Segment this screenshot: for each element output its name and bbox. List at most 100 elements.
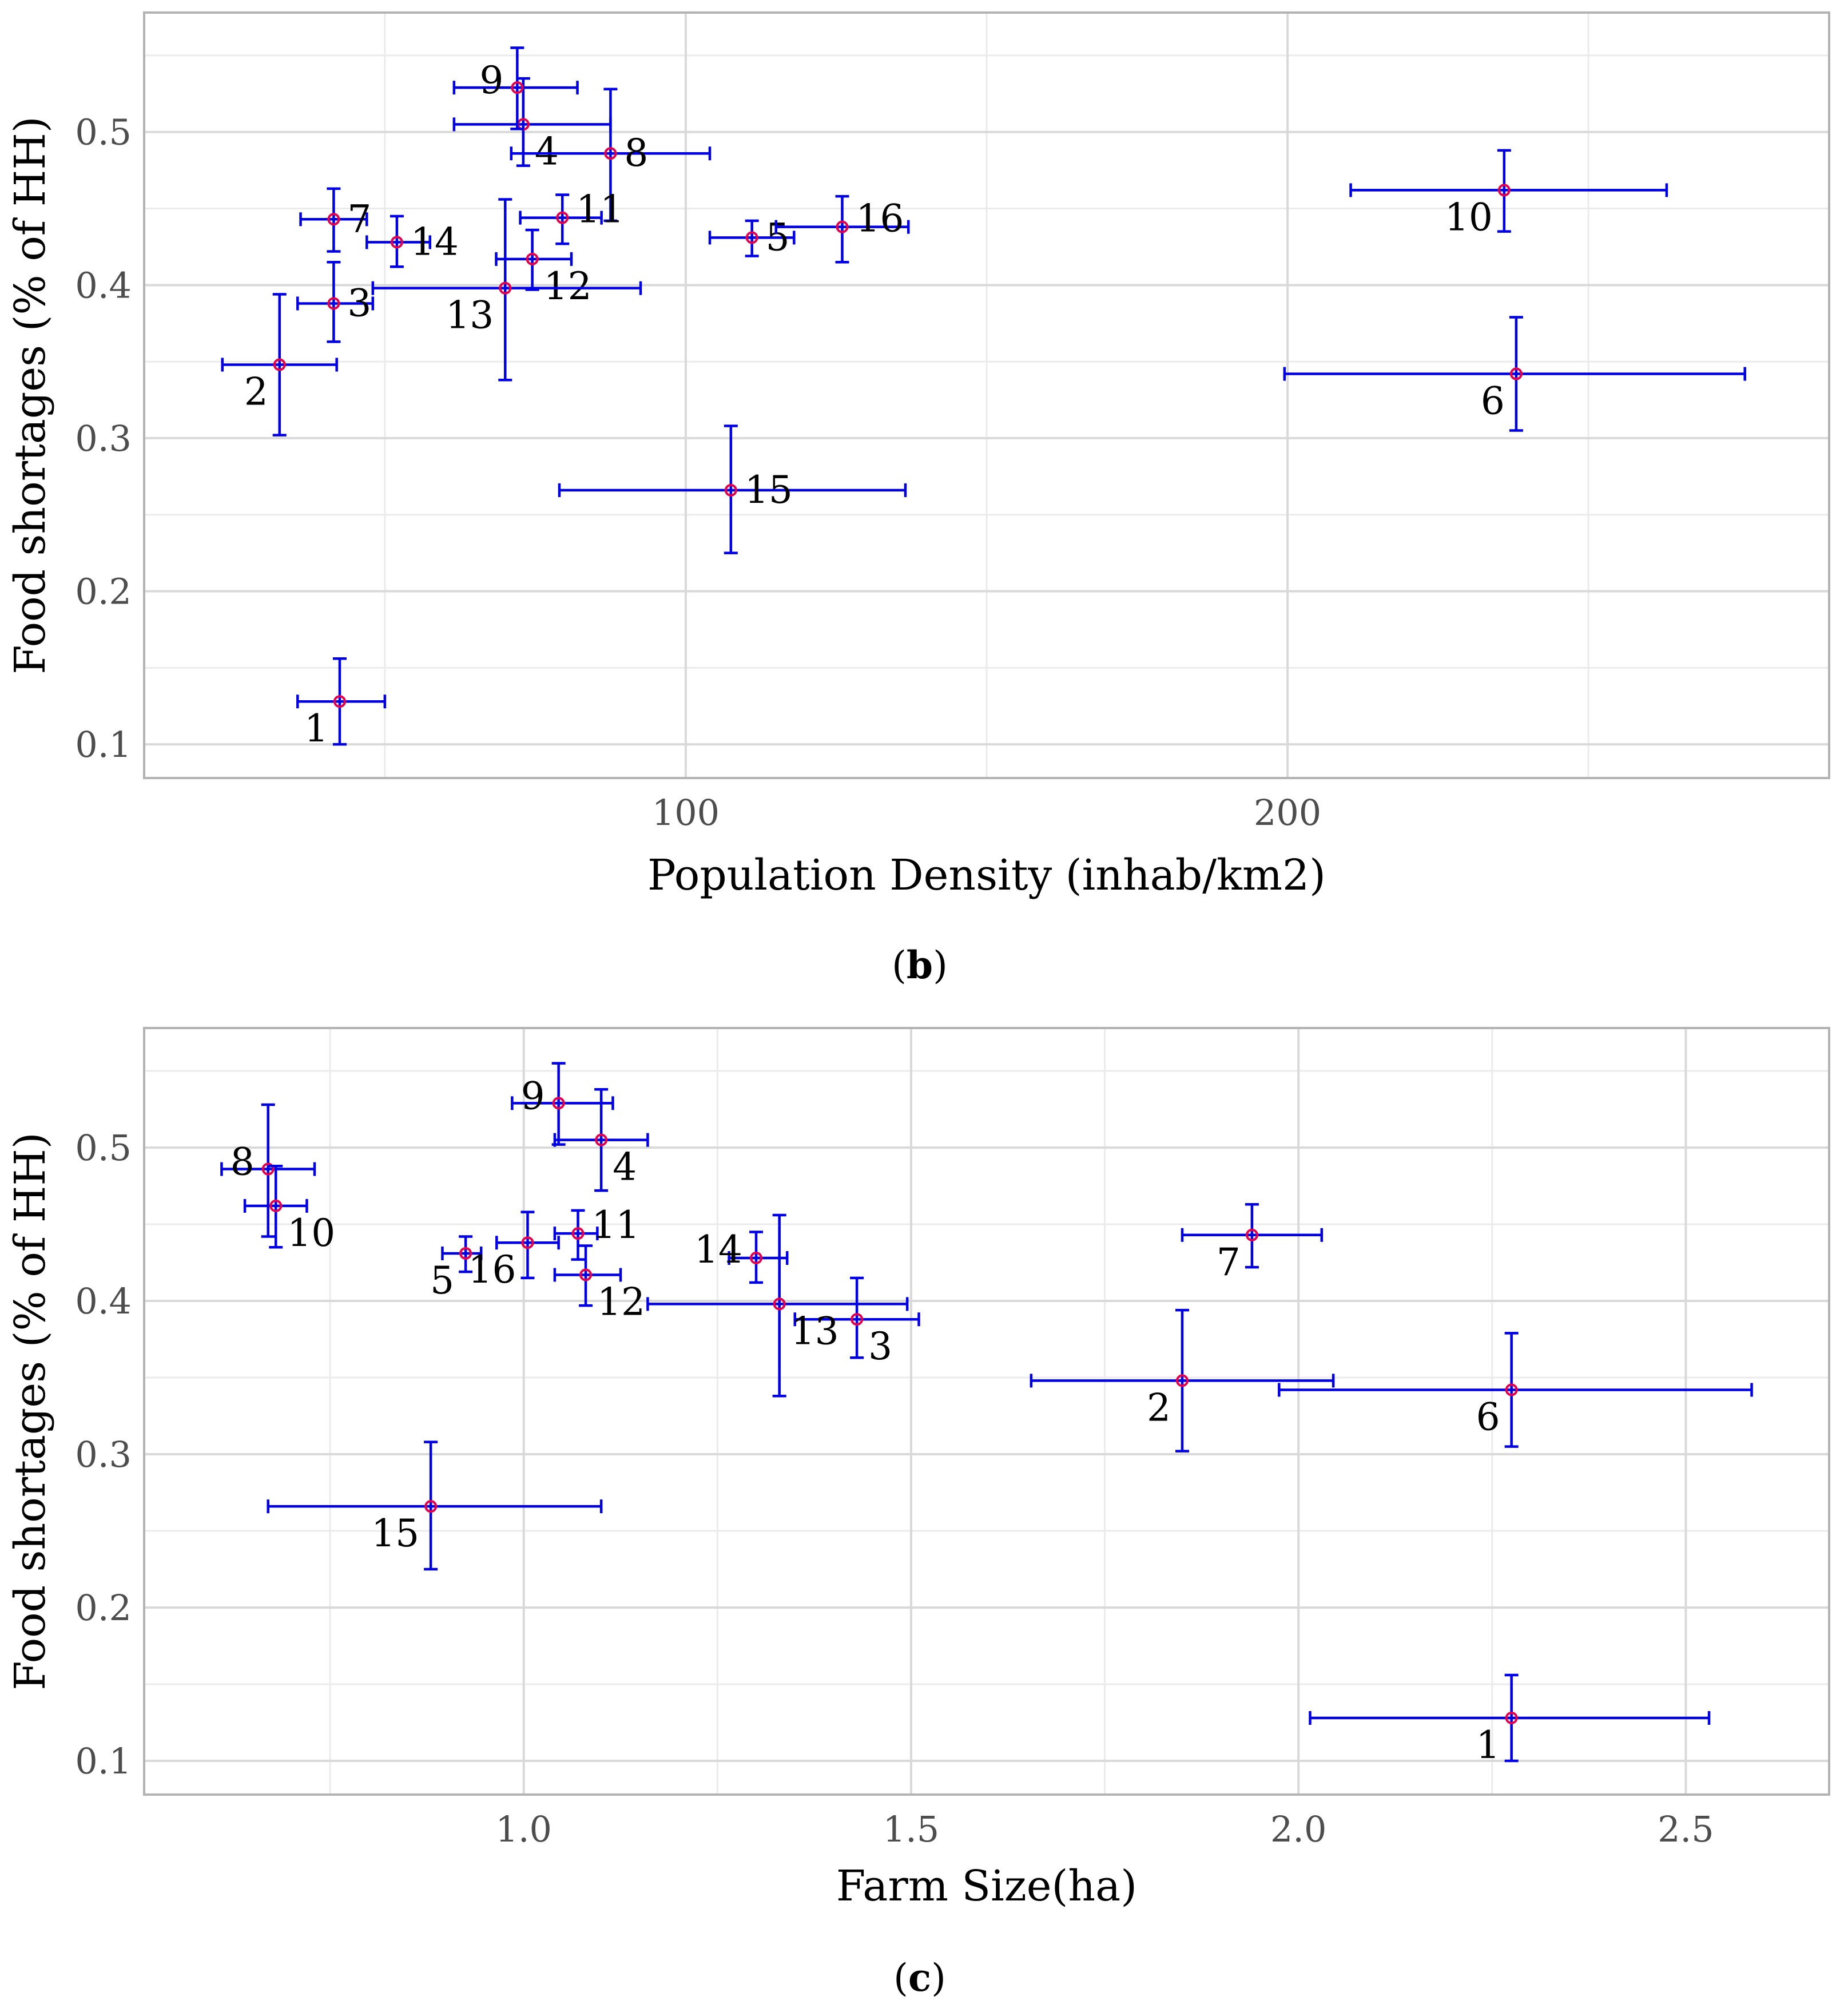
b-point-label-14: 14 <box>411 220 459 264</box>
c-point-group-7: 7 <box>1181 1203 1324 1284</box>
b-point-group-5: 5 <box>708 215 796 259</box>
b-y-tick-label: 0.1 <box>75 724 132 765</box>
c-point-group-2: 2 <box>1030 1308 1335 1453</box>
c-point-label-12: 12 <box>597 1280 645 1324</box>
c-data-point-15 <box>424 1500 438 1513</box>
c-point-group-1: 1 <box>1309 1673 1711 1767</box>
c-data-point-14 <box>750 1252 763 1264</box>
b-point-group-9: 9 <box>452 46 579 130</box>
b-point-group-12: 12 <box>495 228 592 308</box>
c-data-point-6 <box>1505 1383 1518 1396</box>
b-point-label-16: 16 <box>856 197 904 241</box>
c-data-point-16 <box>521 1236 534 1249</box>
b-point-group-4: 4 <box>452 77 612 173</box>
b-data-point-9 <box>511 81 524 94</box>
c-point-label-10: 10 <box>287 1211 335 1255</box>
c-point-label-13: 13 <box>791 1309 839 1353</box>
b-y-tick-label: 0.2 <box>75 571 132 613</box>
b-point-label-2: 2 <box>244 370 268 414</box>
c-point-label-8: 8 <box>231 1140 255 1184</box>
panel-b-y-axis-title: Food shortages (% of HH) <box>6 116 55 674</box>
b-data-point-14 <box>390 236 403 249</box>
c-x-tick-label: 2.0 <box>1270 1808 1327 1850</box>
b-point-group-8: 8 <box>510 88 712 223</box>
b-point-group-1: 1 <box>296 657 387 751</box>
b-data-point-13 <box>499 281 512 295</box>
b-point-group-2: 2 <box>221 293 338 436</box>
c-point-label-15: 15 <box>371 1511 419 1555</box>
c-y-tick-label: 0.1 <box>75 1740 132 1782</box>
c-y-tick-label: 0.4 <box>75 1280 132 1322</box>
b-data-point-1 <box>333 695 346 708</box>
c-point-group-15: 15 <box>267 1440 603 1571</box>
b-y-tick-label: 0.5 <box>75 112 132 153</box>
panel-b-grid <box>144 13 1829 778</box>
b-data-point-5 <box>745 231 758 244</box>
panel-b-x-axis-title: Population Density (inhab/km2) <box>647 851 1326 900</box>
b-point-label-15: 15 <box>745 468 793 512</box>
b-point-label-10: 10 <box>1445 195 1493 239</box>
c-point-label-5: 5 <box>430 1259 454 1303</box>
b-point-group-13: 13 <box>371 198 642 382</box>
b-point-label-1: 1 <box>304 707 328 751</box>
c-data-point-11 <box>571 1227 585 1240</box>
c-x-tick-label: 2.5 <box>1658 1808 1714 1850</box>
c-data-point-4 <box>595 1133 608 1146</box>
b-data-point-3 <box>327 297 340 310</box>
c-point-label-2: 2 <box>1147 1386 1171 1430</box>
b-y-tick-label: 0.3 <box>75 418 132 459</box>
b-point-label-5: 5 <box>766 215 790 259</box>
c-y-tick-label: 0.5 <box>75 1127 132 1169</box>
c-data-point-5 <box>459 1247 472 1260</box>
c-point-label-7: 7 <box>1217 1240 1241 1284</box>
b-data-point-12 <box>526 252 539 265</box>
b-point-label-4: 4 <box>535 129 559 173</box>
b-x-tick-label: 200 <box>1254 792 1321 834</box>
c-point-group-16: 16 <box>468 1211 560 1292</box>
c-data-point-8 <box>261 1162 275 1176</box>
c-point-label-3: 3 <box>868 1324 892 1368</box>
b-point-label-6: 6 <box>1481 379 1505 423</box>
panel-c-caption: (c) <box>893 1955 946 2000</box>
b-point-label-11: 11 <box>576 188 624 232</box>
b-point-group-10: 10 <box>1349 149 1668 239</box>
panel-b-border <box>143 11 1830 779</box>
c-point-label-14: 14 <box>694 1228 742 1272</box>
b-x-tick-label: 100 <box>652 792 720 834</box>
b-point-label-12: 12 <box>544 264 592 308</box>
b-point-group-16: 16 <box>774 195 910 264</box>
c-point-label-11: 11 <box>592 1203 640 1247</box>
c-data-point-1 <box>1505 1712 1518 1724</box>
c-point-group-3: 3 <box>793 1276 920 1368</box>
c-x-tick-label: 1.5 <box>883 1808 940 1850</box>
b-point-group-7: 7 <box>299 187 371 253</box>
c-point-label-1: 1 <box>1476 1723 1500 1767</box>
b-point-label-13: 13 <box>446 293 494 338</box>
panel-c-y-axis-title: Food shortages (% of HH) <box>6 1132 55 1690</box>
c-point-group-9: 9 <box>511 1062 614 1146</box>
panel-b-caption: (b) <box>892 943 948 987</box>
panel-c-tick-labels: 1.0 1.5 2.0 2.5 0.1 0.2 0.3 0.4 0.5 <box>75 1127 1714 1850</box>
c-data-point-10 <box>269 1199 283 1212</box>
b-point-label-9: 9 <box>479 58 503 102</box>
b-point-label-8: 8 <box>624 131 648 175</box>
panel-b-tick-labels: 100 200 0.1 0.2 0.3 0.4 0.5 <box>75 112 1321 834</box>
c-point-group-8: 8 <box>220 1103 316 1238</box>
c-y-tick-label: 0.2 <box>75 1587 132 1629</box>
b-point-group-3: 3 <box>296 260 375 343</box>
b-data-point-6 <box>1509 367 1523 380</box>
panel-b-caption-letter: b <box>907 943 933 987</box>
b-point-group-11: 11 <box>519 188 624 245</box>
panel-c-grid <box>144 1028 1829 1795</box>
b-data-point-11 <box>556 211 569 224</box>
c-point-group-6: 6 <box>1278 1332 1753 1448</box>
c-data-point-7 <box>1245 1228 1258 1241</box>
c-data-point-3 <box>851 1313 864 1326</box>
b-point-label-7: 7 <box>347 197 371 241</box>
c-y-tick-label: 0.3 <box>75 1434 132 1475</box>
c-data-point-9 <box>552 1097 565 1110</box>
